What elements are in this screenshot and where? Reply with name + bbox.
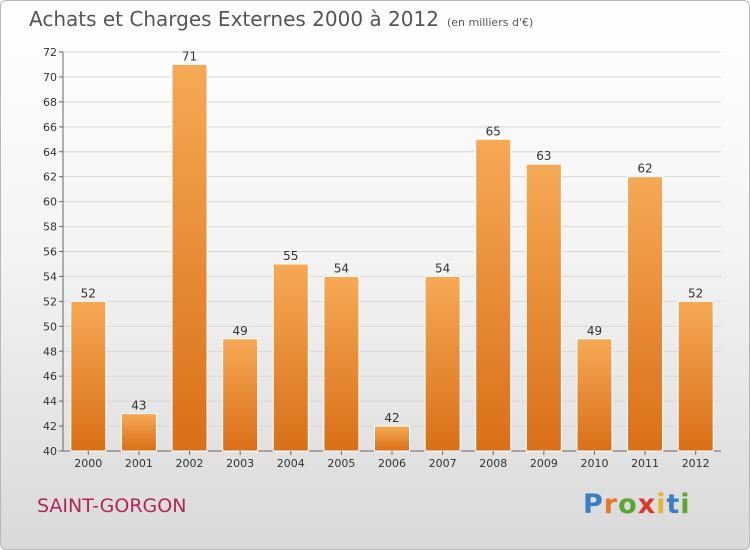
logo-letter: x	[637, 489, 657, 520]
data-label-2000: 52	[81, 286, 96, 300]
bar-2004	[272, 263, 309, 452]
y-tick-label-64: 64	[43, 146, 57, 159]
y-tick-label-48: 48	[43, 345, 57, 358]
x-tick-label-2007: 2007	[429, 457, 457, 470]
data-label-2012: 52	[688, 286, 703, 300]
y-tick-label-46: 46	[43, 370, 57, 383]
x-tick-label-2002: 2002	[176, 457, 204, 470]
y-tick-label-60: 60	[43, 196, 57, 209]
x-tick-label-2006: 2006	[378, 457, 406, 470]
bar-2000	[70, 300, 107, 452]
data-label-2003: 49	[233, 324, 248, 338]
logo-letter: i	[680, 489, 691, 520]
chart-unit: (en milliers d'€)	[446, 16, 534, 29]
bar-2001	[120, 413, 157, 452]
y-tick-label-66: 66	[43, 121, 57, 134]
x-tick-label-2004: 2004	[277, 457, 305, 470]
data-label-2001: 43	[131, 399, 146, 413]
data-label-2002: 71	[182, 49, 197, 63]
x-tick-label-2011: 2011	[631, 457, 659, 470]
bar-2011	[627, 176, 664, 452]
data-label-2009: 63	[536, 149, 551, 163]
logo-letter: r	[603, 489, 619, 520]
x-tick-label-2000: 2000	[74, 457, 102, 470]
y-tick-label-62: 62	[43, 171, 57, 184]
proxiti-logo: Proxiti	[583, 489, 691, 520]
bar-2009	[525, 163, 562, 452]
y-tick-label-50: 50	[43, 320, 57, 333]
x-tick-label-2009: 2009	[530, 457, 558, 470]
data-label-2008: 65	[486, 124, 501, 138]
data-label-2010: 49	[587, 324, 602, 338]
y-tick-label-42: 42	[43, 420, 57, 433]
bar-2006	[374, 425, 410, 452]
y-tick-label-72: 72	[43, 46, 57, 59]
x-tick-label-2005: 2005	[327, 457, 355, 470]
place-name: SAINT-GORGON	[37, 495, 187, 517]
bar-2007	[424, 275, 461, 452]
y-tick-label-44: 44	[43, 395, 57, 408]
data-label-2007: 54	[435, 261, 450, 275]
y-tick-label-58: 58	[43, 221, 57, 234]
chart-title-text: Achats et Charges Externes 2000 à 2012	[29, 7, 439, 31]
y-tick-label-54: 54	[43, 270, 57, 283]
x-tick-label-2003: 2003	[226, 457, 254, 470]
chart-title: Achats et Charges Externes 2000 à 2012 (e…	[29, 7, 533, 31]
y-tick-label-40: 40	[43, 445, 57, 458]
data-label-2004: 55	[283, 249, 298, 263]
y-tick-label-52: 52	[43, 295, 57, 308]
logo-letter: i	[656, 489, 667, 520]
data-label-2006: 42	[384, 411, 399, 425]
data-label-2005: 54	[334, 261, 349, 275]
logo-letter: o	[618, 489, 638, 520]
bar-2008	[475, 138, 512, 452]
x-tick-label-2001: 2001	[125, 457, 153, 470]
logo-letter: t	[666, 489, 681, 520]
x-tick-label-2010: 2010	[580, 457, 608, 470]
bar-2002	[171, 63, 208, 452]
data-label-2011: 62	[637, 162, 652, 176]
x-tick-label-2008: 2008	[479, 457, 507, 470]
logo-letter: P	[583, 489, 604, 520]
bar-2012	[677, 300, 714, 452]
bar-2003	[222, 338, 259, 452]
x-tick-label-2012: 2012	[682, 457, 710, 470]
y-tick-label-56: 56	[43, 246, 57, 259]
y-tick-label-68: 68	[43, 96, 57, 109]
bar-2010	[576, 338, 613, 452]
y-tick-label-70: 70	[43, 71, 57, 84]
bar-2005	[323, 275, 360, 452]
